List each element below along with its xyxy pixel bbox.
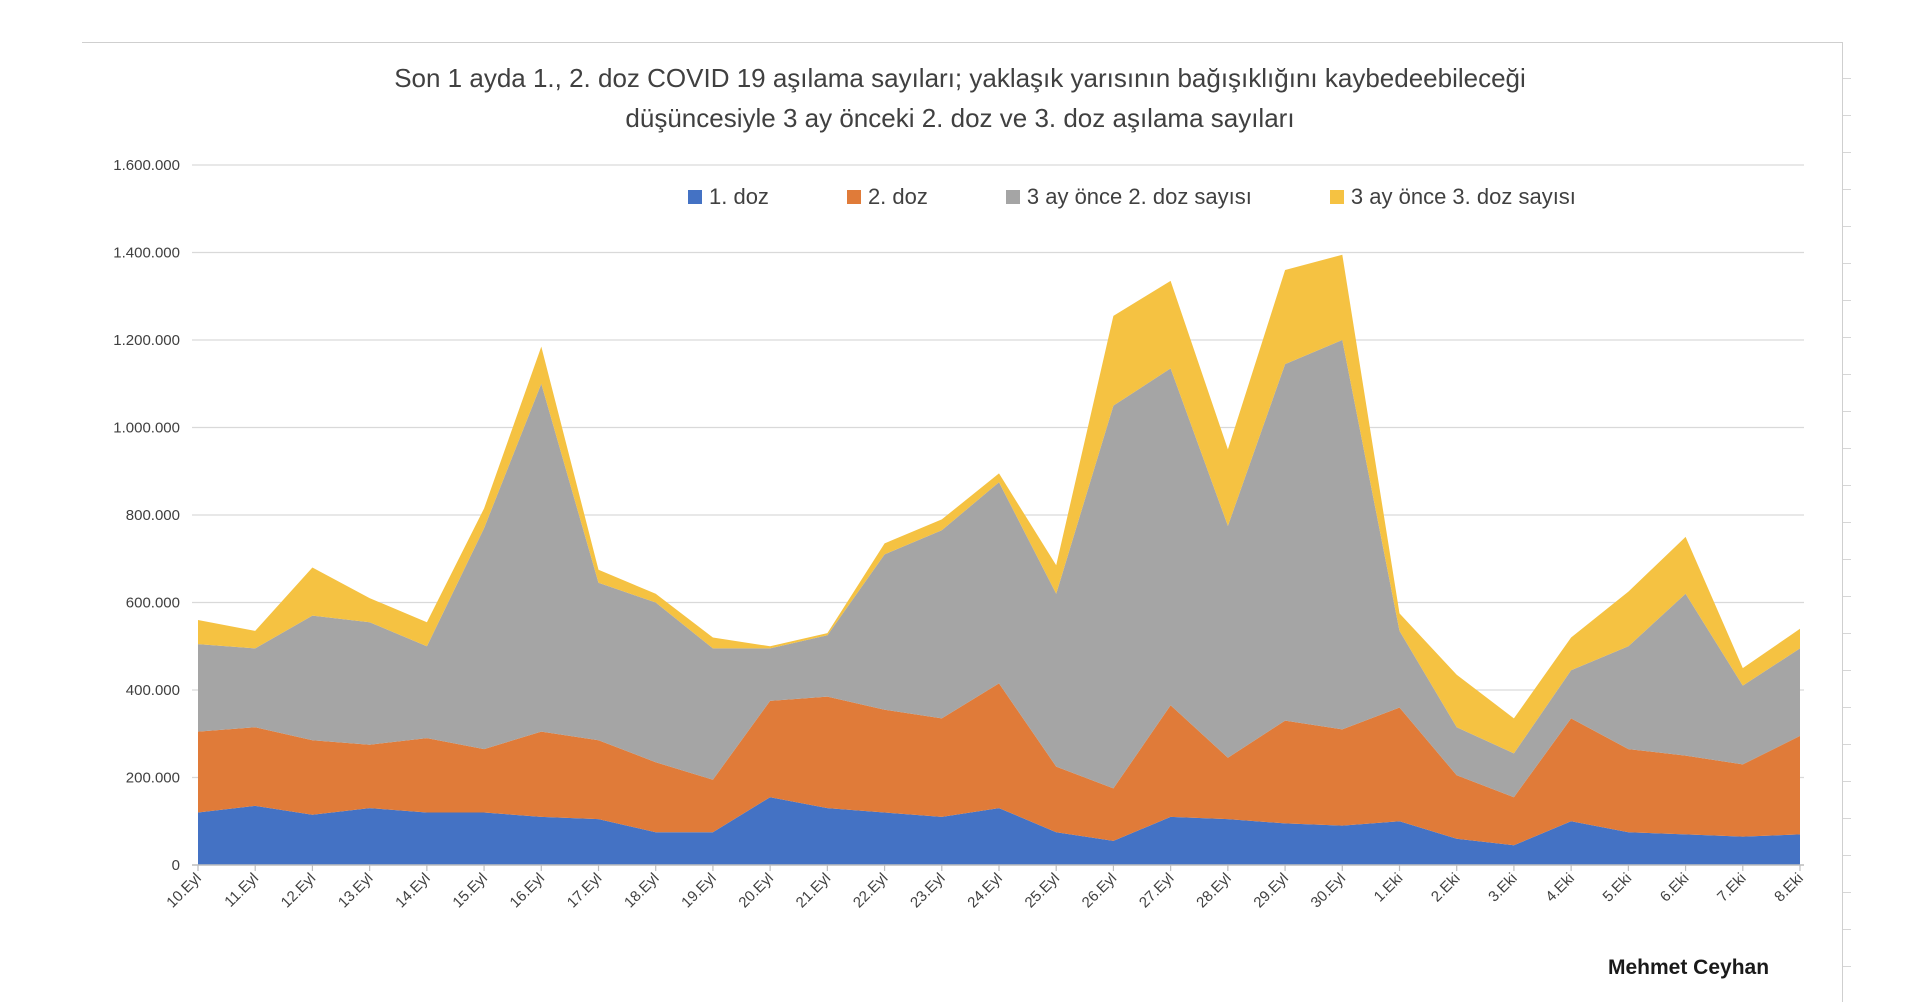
y-tick-label: 1.600.000 (113, 157, 180, 174)
legend-item-2-doz: 2. doz (846, 184, 928, 210)
x-tick-label: 8.Eki (1771, 870, 1807, 906)
x-tick-label: 12.Eyl (278, 870, 320, 912)
x-tick-label: 17.Eyl (564, 870, 606, 912)
y-tick-label: 1.000.000 (113, 420, 180, 437)
y-axis-ticks: 0 200.000 400.000 600.000 800.000 1.000.000 1.… (113, 157, 180, 874)
y-tick-label: 600.000 (126, 595, 180, 612)
x-tick-label: 23.Eyl (907, 870, 949, 912)
x-tick-label: 3.Eki (1485, 870, 1521, 906)
legend-swatch-2-doz (846, 190, 861, 204)
y-tick-label: 1.200.000 (113, 332, 180, 349)
x-tick-label: 11.Eyl (221, 870, 262, 911)
legend-label-2-doz: 2. doz (867, 184, 928, 209)
legend-item-3ay-2-doz: 3 ay önce 2. doz sayısı (1005, 184, 1252, 210)
x-tick-label: 19.Eyl (678, 870, 720, 912)
y-tick-label: 400.000 (126, 682, 180, 699)
legend-swatch-1-doz (688, 190, 702, 204)
legend-item-1-doz: 1. doz (688, 184, 769, 210)
x-tick-label: 29.Eyl (1250, 870, 1292, 912)
legend-label-3ay-2-doz: 3 ay önce 2. doz sayısı (1026, 184, 1252, 209)
x-tick-label: 13.Eyl (335, 870, 377, 912)
legend-swatch-3ay-3-doz (1329, 190, 1344, 204)
x-tick-label: 21.Eyl (793, 870, 835, 912)
x-tick-label: 7.Eki (1714, 870, 1750, 906)
y-tick-label: 1.400.000 (113, 245, 180, 262)
x-tick-label: 24.Eyl (964, 870, 1006, 912)
area-series-1 (198, 797, 1800, 865)
x-tick-label: 20.Eyl (735, 870, 777, 912)
x-tick-label: 28.Eyl (1193, 870, 1235, 912)
legend: 1. doz 2. doz 3 ay önce 2. doz sayısı 3 … (688, 180, 1576, 214)
chart-frame-top-border (82, 42, 1842, 43)
chart-title: Son 1 ayda 1., 2. doz COVID 19 aşılama s… (0, 58, 1920, 138)
x-tick-label: 6.Eki (1657, 870, 1693, 906)
x-tick-label: 30.Eyl (1308, 870, 1350, 912)
x-tick-label: 15.Eyl (449, 870, 491, 912)
x-tick-label: 22.Eyl (850, 870, 892, 912)
x-tick-label: 27.Eyl (1136, 870, 1178, 912)
chart-title-line-2: düşüncesiyle 3 ay önceki 2. doz ve 3. do… (625, 103, 1295, 133)
stacked-areas (198, 254, 1800, 865)
x-axis-ticks: 10.Eyl 11.Eyl 12.Eyl 13.Eyl 14.Eyl 15.Eyl 16.E… (163, 865, 1807, 911)
x-tick-label: 5.Eki (1600, 870, 1636, 906)
x-tick-label: 1.Eki (1371, 870, 1407, 906)
x-tick-label: 2.Eki (1428, 870, 1464, 906)
x-tick-label: 16.Eyl (507, 870, 549, 912)
y-tick-label: 200.000 (126, 770, 180, 787)
author-credit: Mehmet Ceyhan (1608, 956, 1770, 979)
x-tick-label: 25.Eyl (1022, 870, 1064, 912)
area-series-3 (198, 340, 1800, 798)
area-series-2 (198, 683, 1800, 846)
area-series-4 (198, 254, 1800, 754)
legend-label-1-doz: 1. doz (709, 184, 769, 209)
x-tick-label: 4.Eki (1542, 870, 1578, 906)
chart-frame-right-ticks (1843, 42, 1851, 1002)
y-tick-label: 0 (172, 857, 180, 874)
x-tick-label: 26.Eyl (1079, 870, 1121, 912)
x-tick-label: 14.Eyl (392, 870, 434, 912)
legend-swatch-3ay-2-doz (1005, 190, 1020, 204)
x-tick-label: 10.Eyl (163, 870, 205, 912)
chart-title-line-1: Son 1 ayda 1., 2. doz COVID 19 aşılama s… (394, 63, 1526, 93)
legend-label-3ay-3-doz: 3 ay önce 3. doz sayısı (1350, 184, 1576, 209)
legend-item-3ay-3-doz: 3 ay önce 3. doz sayısı (1329, 184, 1576, 210)
y-tick-label: 800.000 (126, 507, 180, 524)
chart-frame-right-border (1842, 42, 1843, 1002)
x-tick-label: 18.Eyl (621, 870, 663, 912)
